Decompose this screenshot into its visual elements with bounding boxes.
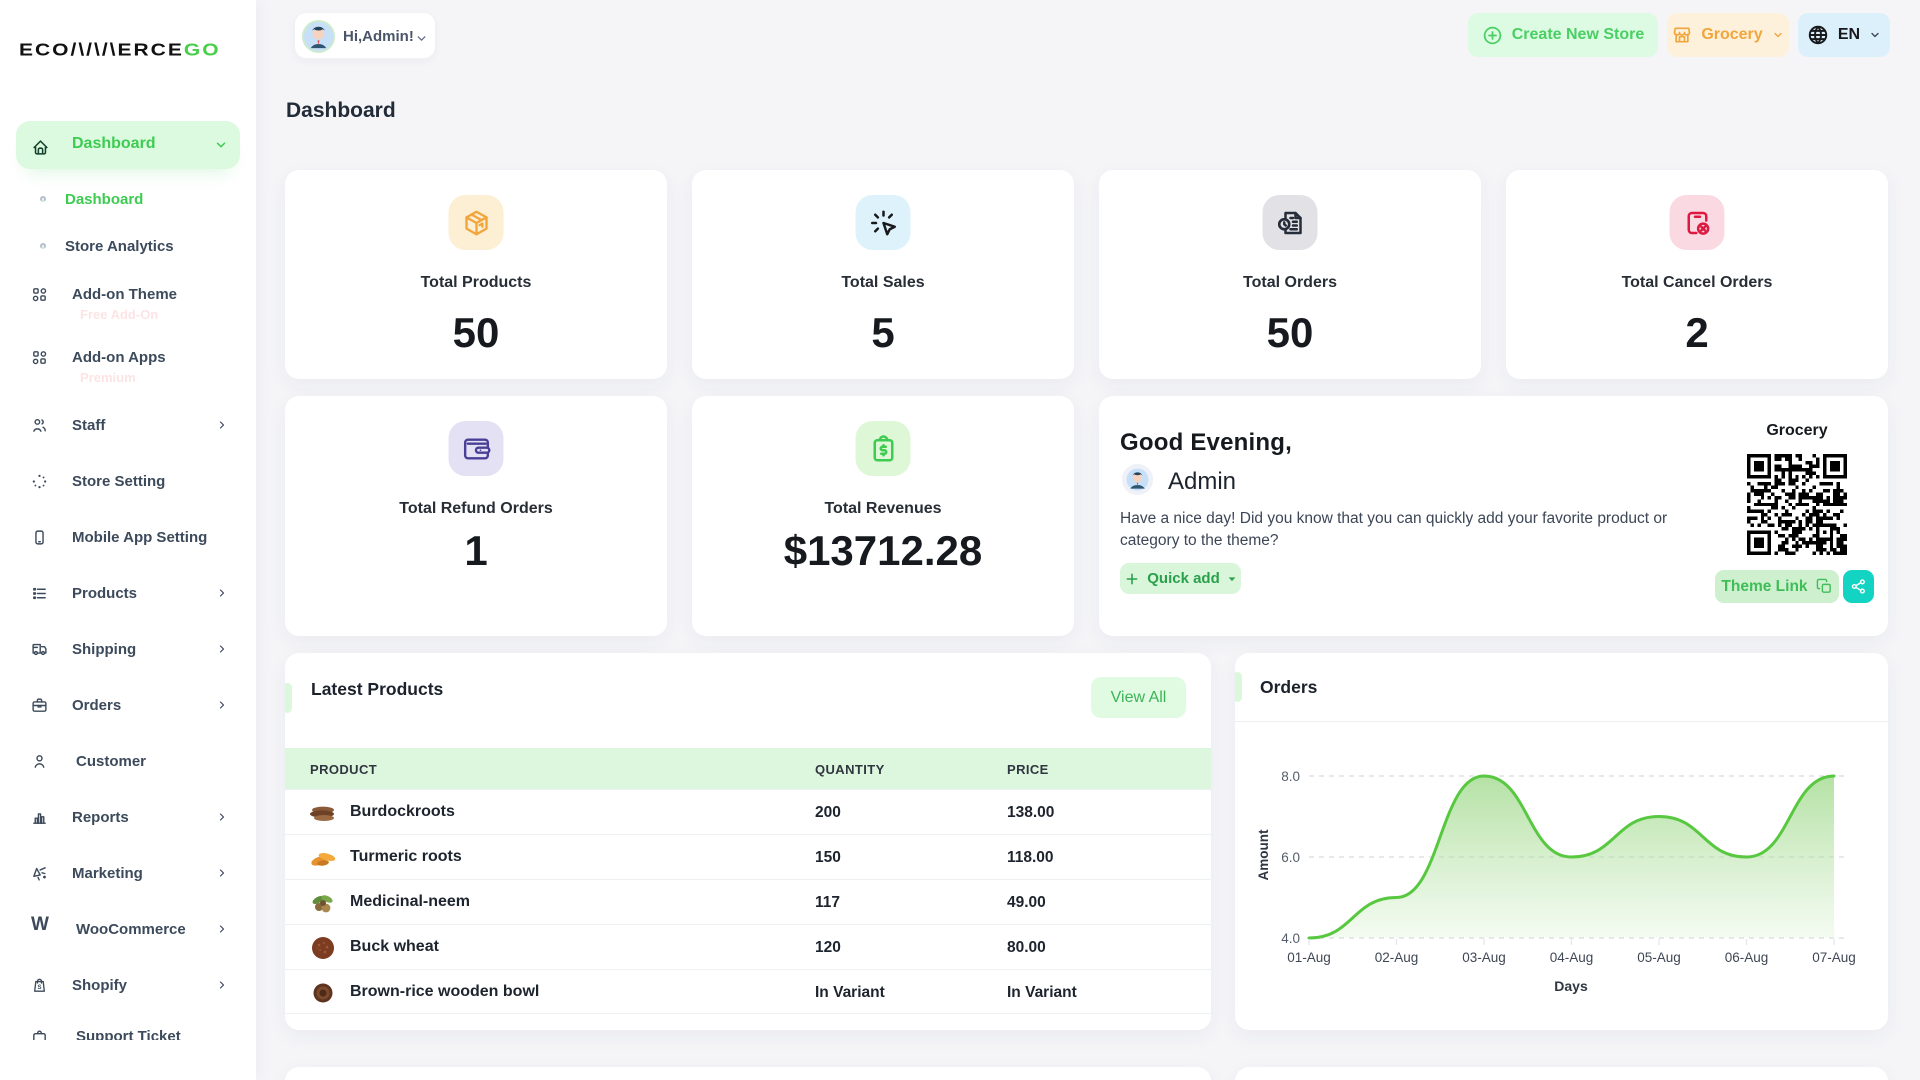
svg-text:03-Aug: 03-Aug xyxy=(1462,950,1506,965)
svg-text:04-Aug: 04-Aug xyxy=(1550,950,1594,965)
svg-text:4.0: 4.0 xyxy=(1281,931,1300,946)
svg-text:Amount: Amount xyxy=(1256,829,1271,880)
svg-text:01-Aug: 01-Aug xyxy=(1287,950,1331,965)
svg-text:6.0: 6.0 xyxy=(1281,850,1300,865)
svg-text:02-Aug: 02-Aug xyxy=(1375,950,1419,965)
svg-text:07-Aug: 07-Aug xyxy=(1812,950,1856,965)
svg-text:Days: Days xyxy=(1554,978,1588,994)
svg-text:S: S xyxy=(37,985,41,991)
svg-text:06-Aug: 06-Aug xyxy=(1725,950,1769,965)
svg-text:05-Aug: 05-Aug xyxy=(1637,950,1681,965)
svg-text:8.0: 8.0 xyxy=(1281,769,1300,784)
